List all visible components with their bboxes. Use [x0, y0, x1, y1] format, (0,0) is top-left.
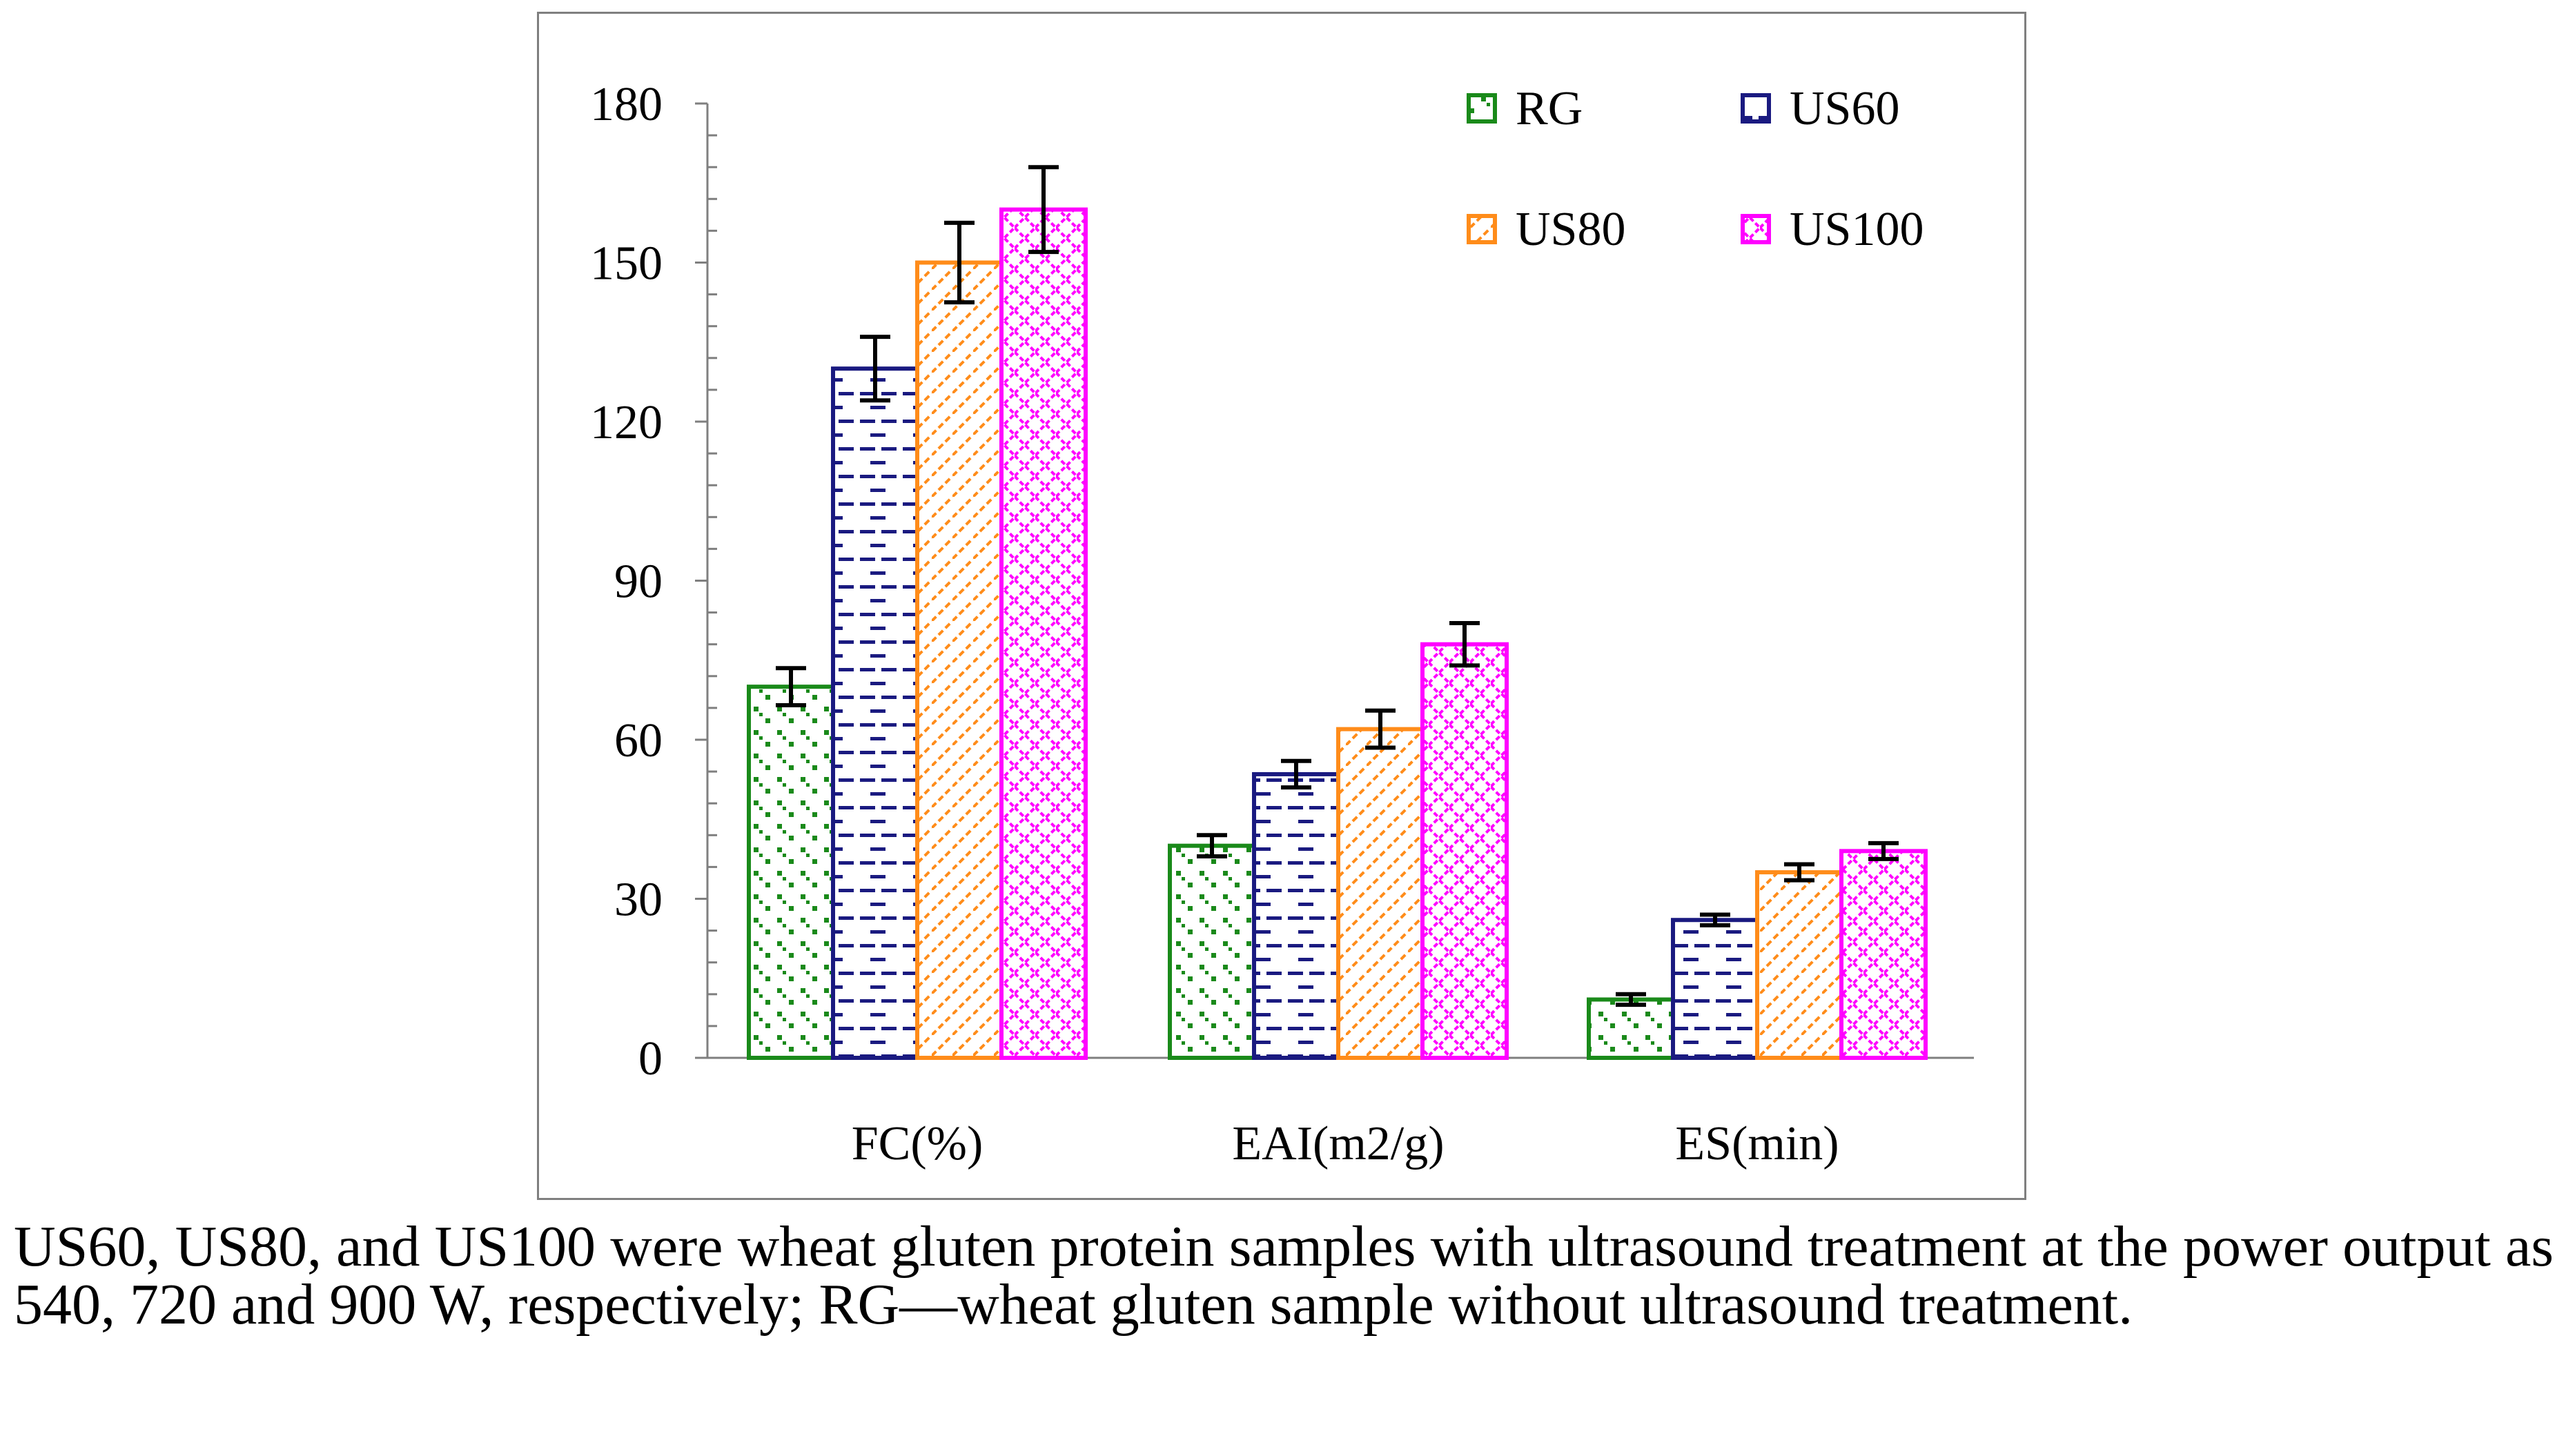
legend-label: RG — [1516, 82, 1583, 135]
legend-item-us100: US100 — [1741, 203, 1924, 256]
error-bar-us100-0 — [1028, 165, 1059, 255]
x-category-label: FC(%) — [852, 1117, 983, 1170]
y-tick-label: 90 — [614, 555, 663, 609]
error-bar-us80-2 — [1784, 862, 1814, 883]
bar-us80-1 — [1336, 727, 1425, 1060]
error-bar-rg-0 — [776, 666, 806, 708]
y-tick-label: 180 — [590, 78, 663, 131]
chart-bars — [747, 207, 1928, 1061]
bar-rg-2 — [1587, 997, 1675, 1060]
error-bar-us60-1 — [1281, 758, 1311, 790]
legend-swatch — [1467, 93, 1497, 124]
chart-frame — [537, 12, 2026, 1200]
legend-item-us80: US80 — [1467, 203, 1625, 256]
chart-error-bars — [776, 165, 1899, 1007]
bar-us100-0 — [999, 207, 1088, 1061]
bar-rg-1 — [1168, 843, 1256, 1060]
bar-us100-1 — [1420, 642, 1509, 1060]
legend-label: US100 — [1790, 203, 1924, 256]
y-tick-label: 0 — [638, 1032, 663, 1085]
bar-us80-0 — [915, 260, 1004, 1060]
y-tick-label: 60 — [614, 714, 663, 767]
legend-swatch — [1467, 214, 1497, 244]
bar-us100-2 — [1839, 849, 1928, 1060]
figure-caption: US60, US80, and US100 were wheat gluten … — [14, 1214, 2554, 1337]
error-bar-rg-2 — [1616, 992, 1646, 1007]
legend-label: US60 — [1790, 82, 1899, 135]
bar-us80-2 — [1755, 870, 1843, 1061]
legend-item-us60: US60 — [1741, 82, 1899, 135]
error-bar-us80-0 — [944, 220, 975, 305]
legend-swatch — [1741, 93, 1771, 124]
error-bar-us100-2 — [1868, 840, 1899, 861]
error-bar-us60-0 — [860, 335, 890, 403]
legend-label: US80 — [1516, 203, 1625, 256]
error-bar-us60-2 — [1700, 912, 1730, 927]
bar-us60-0 — [831, 366, 919, 1060]
y-tick-label: 30 — [614, 874, 663, 927]
error-bar-rg-1 — [1197, 833, 1227, 859]
legend-item-rg: RG — [1467, 82, 1583, 135]
chart-labels: 0 30 60 90 120 150 180 FC(%) EAI(m2/g) ES(min) — [590, 78, 1839, 1170]
legend-swatch — [1741, 214, 1771, 244]
x-category-label: EAI(m2/g) — [1232, 1117, 1444, 1170]
y-tick-label: 150 — [590, 237, 663, 291]
bar-us60-2 — [1671, 918, 1759, 1060]
chart-legend: RG US60 US80 US100 — [1467, 82, 1924, 256]
bar-us60-1 — [1252, 771, 1340, 1060]
y-tick-label: 120 — [590, 396, 663, 449]
x-category-label: ES(min) — [1675, 1117, 1839, 1170]
error-bar-us80-1 — [1365, 708, 1396, 750]
error-bar-us100-1 — [1449, 620, 1480, 668]
bar-rg-0 — [747, 685, 835, 1060]
